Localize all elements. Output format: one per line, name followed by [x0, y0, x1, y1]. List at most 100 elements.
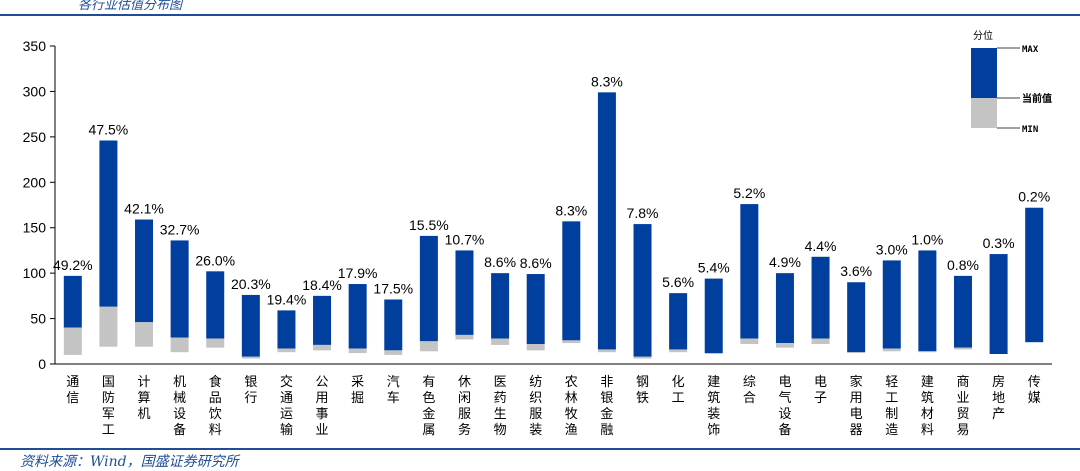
category-label-char: 电 — [778, 375, 791, 390]
category-label-char: 务 — [458, 422, 471, 438]
chart-legend: 分位 MAX 当前值 MIN — [971, 29, 1052, 135]
category-label-char: 生 — [494, 407, 507, 422]
category-label: 综合 — [743, 375, 756, 406]
percentile-label: 10.7% — [445, 231, 485, 247]
category-label-char: 服 — [529, 407, 542, 422]
category-label: 建筑装饰 — [707, 375, 720, 438]
chart-bars — [63, 92, 1044, 359]
bar-below-current — [241, 356, 260, 359]
chart-axes: 0 50 100 150 200 250 300 350 — [23, 38, 1052, 372]
category-label-char: 用 — [316, 391, 329, 406]
category-label: 银行 — [244, 375, 257, 406]
category-label-char: 机 — [173, 375, 186, 390]
category-label-char: 筑 — [707, 390, 720, 406]
percentile-label: 8.6% — [520, 255, 552, 271]
category-label-char: 药 — [494, 391, 507, 406]
percentile-label: 17.5% — [373, 280, 413, 296]
bar-above-current — [455, 250, 474, 335]
chart-labels: 49.2%通信47.5%国防军工42.1%计算机32.7%机械设备26.0%食品… — [53, 73, 1050, 438]
category-label-char: 信 — [66, 391, 79, 406]
y-tick-label: 250 — [23, 129, 47, 145]
percentile-label: 20.3% — [231, 276, 271, 292]
category-label-char: 地 — [992, 391, 1005, 406]
category-label-char: 钢 — [636, 375, 649, 390]
percentile-label: 3.0% — [876, 241, 908, 257]
category-label-char: 银 — [244, 375, 257, 390]
category-label-char: 工 — [102, 423, 115, 438]
category-label-char: 属 — [422, 423, 435, 438]
category-label-char: 牧 — [565, 407, 578, 422]
bar-below-current — [882, 348, 901, 352]
bar-below-current — [277, 348, 296, 353]
category-label: 休闲服务 — [458, 375, 471, 438]
category-label-char: 车 — [387, 390, 400, 406]
category-label-char: 品 — [209, 391, 222, 406]
category-label-char: 金 — [600, 406, 613, 422]
category-label-char: 闲 — [458, 391, 471, 406]
category-label-char: 贸 — [956, 407, 969, 422]
category-label-char: 物 — [494, 423, 507, 438]
category-label-char: 金 — [422, 406, 435, 422]
percentile-label: 0.2% — [1018, 189, 1050, 205]
category-label-char: 筑 — [921, 390, 934, 406]
legend-swatch-below — [971, 98, 997, 128]
category-label: 采掘 — [351, 375, 364, 406]
category-label: 有色金属 — [422, 375, 435, 438]
category-label-char: 家 — [850, 374, 863, 390]
category-label: 钢铁 — [636, 375, 649, 406]
bar-below-current — [953, 347, 972, 350]
bar-above-current — [633, 224, 652, 357]
category-label-char: 农 — [565, 375, 578, 390]
category-label-char: 汽 — [387, 375, 400, 390]
category-label-char: 医 — [494, 375, 507, 390]
percentile-label: 18.4% — [302, 277, 342, 293]
bar-above-current — [313, 295, 332, 345]
bar-above-current — [206, 271, 225, 339]
category-label-char: 轻 — [885, 375, 898, 390]
bar-below-current — [562, 340, 581, 344]
bar-above-current — [669, 293, 688, 350]
category-label: 通信 — [66, 375, 79, 406]
category-label-char: 通 — [66, 375, 79, 390]
category-label-char: 房 — [992, 374, 1005, 390]
y-tick-label: 300 — [23, 83, 47, 99]
percentile-label: 8.3% — [555, 202, 587, 218]
category-label-char: 色 — [422, 390, 435, 406]
percentile-label: 5.2% — [733, 185, 765, 201]
category-label: 汽车 — [387, 375, 400, 406]
category-label-char: 采 — [351, 375, 364, 390]
legend-max-label: MAX — [1022, 45, 1039, 55]
category-label-char: 军 — [102, 407, 115, 422]
category-label: 食品饮料 — [209, 374, 222, 438]
percentile-label: 49.2% — [53, 257, 93, 273]
category-label-char: 用 — [850, 391, 863, 406]
category-label-char: 气 — [778, 390, 791, 406]
source-note: 资料来源：Wind，国盛证券研究所 — [20, 454, 239, 470]
category-label-char: 化 — [672, 375, 685, 390]
category-label-char: 料 — [209, 423, 222, 438]
bar-below-current — [847, 352, 866, 354]
category-label-char: 食 — [209, 374, 222, 390]
chart-title: 各行业估值分布图 — [78, 0, 183, 13]
percentile-label: 8.6% — [484, 254, 516, 270]
percentile-label: 0.3% — [983, 235, 1015, 251]
y-tick-label: 100 — [23, 265, 47, 281]
bar-below-current — [99, 306, 118, 347]
bar-below-current — [170, 337, 189, 353]
category-label-char: 商 — [956, 375, 969, 390]
percentile-label: 4.9% — [769, 254, 801, 270]
category-label-char: 防 — [102, 390, 115, 406]
bar-above-current — [241, 294, 260, 357]
category-label-char: 通 — [280, 391, 293, 406]
bar-above-current — [1025, 207, 1044, 343]
category-label: 电子 — [814, 375, 827, 406]
bar-above-current — [277, 310, 296, 349]
category-label-char: 纺 — [529, 375, 542, 390]
bar-above-current — [811, 256, 830, 339]
bar-below-current — [597, 349, 616, 353]
category-label-char: 子 — [814, 391, 827, 406]
category-label-char: 合 — [743, 391, 756, 406]
category-label-char: 运 — [280, 407, 293, 422]
bar-above-current — [882, 260, 901, 349]
category-label-char: 林 — [565, 391, 578, 406]
